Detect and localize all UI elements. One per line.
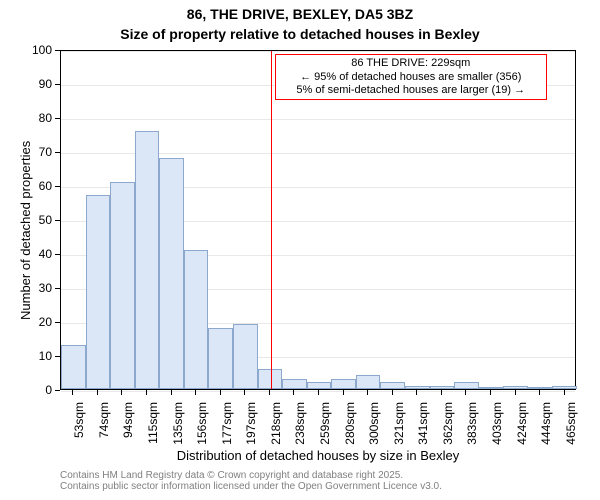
y-tick-mark [55, 356, 60, 357]
y-tick-mark [55, 186, 60, 187]
histogram-bar [86, 195, 111, 389]
x-tick-mark [343, 390, 344, 395]
gridline [61, 119, 575, 120]
x-tick-mark [269, 390, 270, 395]
y-tick-label: 60 [0, 179, 52, 193]
x-tick-mark [72, 390, 73, 395]
x-tick-mark [392, 390, 393, 395]
x-tick-mark [490, 390, 491, 395]
x-tick-label: 218sqm [269, 402, 283, 452]
histogram-bar [380, 382, 405, 389]
histogram-bar [503, 386, 528, 389]
x-tick-label: 424sqm [515, 402, 529, 452]
x-tick-label: 238sqm [293, 402, 307, 452]
x-tick-mark [441, 390, 442, 395]
y-tick-mark [55, 254, 60, 255]
x-tick-mark [220, 390, 221, 395]
x-tick-label: 383sqm [465, 402, 479, 452]
histogram-bar [331, 379, 356, 389]
x-tick-label: 444sqm [539, 402, 553, 452]
chart-footer: Contains HM Land Registry data © Crown c… [60, 470, 442, 492]
y-tick-label: 70 [0, 145, 52, 159]
histogram-bar [528, 387, 553, 389]
reference-line [271, 51, 272, 389]
histogram-bar [184, 250, 209, 389]
x-tick-mark [244, 390, 245, 395]
y-tick-label: 90 [0, 77, 52, 91]
y-tick-label: 50 [0, 213, 52, 227]
x-tick-mark [539, 390, 540, 395]
x-tick-mark [121, 390, 122, 395]
x-tick-label: 197sqm [244, 402, 258, 452]
x-tick-label: 259sqm [318, 402, 332, 452]
y-tick-mark [55, 152, 60, 153]
histogram-bar [552, 386, 577, 389]
x-tick-label: 300sqm [367, 402, 381, 452]
y-tick-label: 80 [0, 111, 52, 125]
y-tick-label: 30 [0, 281, 52, 295]
y-tick-mark [55, 220, 60, 221]
x-tick-label: 135sqm [171, 402, 185, 452]
x-tick-label: 465sqm [564, 402, 578, 452]
y-tick-mark [55, 50, 60, 51]
histogram-bar [405, 386, 430, 389]
x-tick-mark [97, 390, 98, 395]
chart-container: { "title_main": "86, THE DRIVE, BEXLEY, … [0, 0, 600, 500]
x-tick-mark [318, 390, 319, 395]
chart-title-main: 86, THE DRIVE, BEXLEY, DA5 3BZ [0, 6, 600, 22]
x-tick-label: 53sqm [72, 402, 86, 452]
x-tick-mark [564, 390, 565, 395]
x-tick-label: 362sqm [441, 402, 455, 452]
x-tick-label: 94sqm [121, 402, 135, 452]
y-tick-mark [55, 390, 60, 391]
histogram-bar [454, 382, 479, 389]
histogram-bar [479, 387, 504, 389]
y-tick-label: 0 [0, 383, 52, 397]
y-tick-mark [55, 322, 60, 323]
x-tick-mark [146, 390, 147, 395]
plot-area: 86 THE DRIVE: 229sqm← 95% of detached ho… [60, 50, 576, 390]
x-tick-label: 115sqm [146, 402, 160, 452]
x-tick-mark [515, 390, 516, 395]
x-tick-label: 177sqm [220, 402, 234, 452]
x-tick-mark [367, 390, 368, 395]
histogram-bar [282, 379, 307, 389]
x-tick-mark [195, 390, 196, 395]
y-tick-mark [55, 288, 60, 289]
histogram-bar [135, 131, 160, 389]
x-tick-label: 156sqm [195, 402, 209, 452]
histogram-bar [110, 182, 135, 389]
x-tick-mark [465, 390, 466, 395]
x-tick-mark [293, 390, 294, 395]
gridline [61, 51, 575, 52]
annotation-box: 86 THE DRIVE: 229sqm← 95% of detached ho… [275, 54, 547, 100]
x-tick-label: 321sqm [392, 402, 406, 452]
y-tick-label: 40 [0, 247, 52, 261]
histogram-bar [258, 369, 283, 389]
chart-title-sub: Size of property relative to detached ho… [0, 26, 600, 42]
histogram-bar [208, 328, 233, 389]
x-tick-label: 280sqm [343, 402, 357, 452]
histogram-bar [307, 382, 332, 389]
histogram-bar [61, 345, 86, 389]
histogram-bar [356, 375, 381, 389]
histogram-bar [233, 324, 258, 389]
y-tick-label: 100 [0, 43, 52, 57]
y-tick-mark [55, 84, 60, 85]
x-tick-label: 341sqm [416, 402, 430, 452]
y-tick-label: 10 [0, 349, 52, 363]
x-tick-label: 74sqm [97, 402, 111, 452]
y-tick-label: 20 [0, 315, 52, 329]
y-tick-mark [55, 118, 60, 119]
histogram-bar [430, 386, 455, 389]
x-tick-label: 403sqm [490, 402, 504, 452]
x-tick-mark [171, 390, 172, 395]
x-tick-mark [416, 390, 417, 395]
histogram-bar [159, 158, 184, 389]
